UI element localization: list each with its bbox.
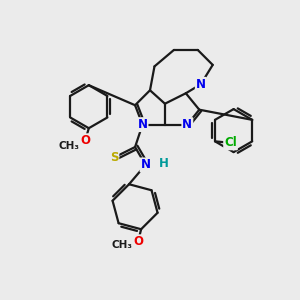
Text: N: N: [140, 158, 151, 171]
Text: S: S: [110, 151, 118, 164]
Text: H: H: [158, 157, 168, 170]
Text: Cl: Cl: [224, 136, 237, 149]
Text: CH₃: CH₃: [111, 240, 132, 250]
Text: N: N: [196, 78, 206, 91]
Text: O: O: [133, 235, 143, 248]
Text: O: O: [80, 134, 90, 147]
Text: CH₃: CH₃: [58, 141, 79, 151]
Text: N: N: [137, 118, 148, 131]
Text: N: N: [182, 118, 192, 131]
